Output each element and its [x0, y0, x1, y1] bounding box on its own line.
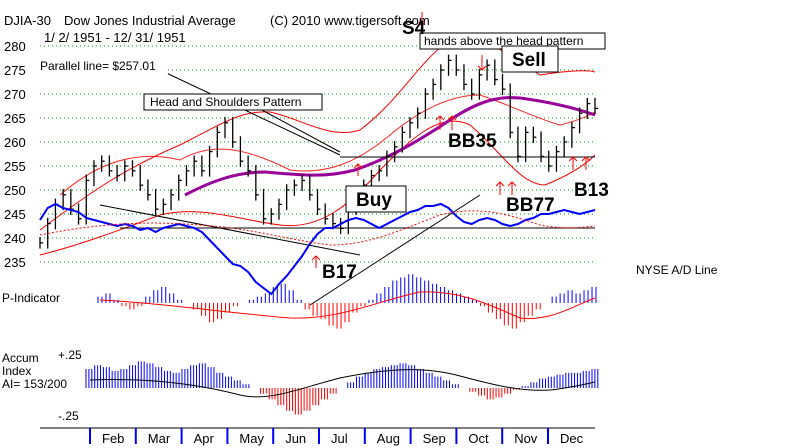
- index-name: Dow Jones Industrial Average: [64, 13, 236, 28]
- sell-label: Sell: [512, 50, 546, 71]
- buy-arrow-b17: [311, 255, 321, 268]
- month-label: Jul: [331, 431, 348, 446]
- month-label: Nov: [514, 431, 538, 446]
- copyright-label: (C) 2010 www.tigersoft.com: [270, 13, 430, 28]
- buy-arrow-bb77-2: [507, 181, 517, 195]
- nyse-ad-label: NYSE A/D Line: [636, 263, 718, 277]
- y-tick-label: 260: [4, 135, 26, 150]
- y-tick-labels: 280 275 270 265 260 255 250 245 240 235: [4, 39, 26, 270]
- sell-arrow-hands: [477, 55, 487, 71]
- month-label: Dec: [560, 431, 584, 446]
- head-shoulders-box: [143, 93, 323, 111]
- bb35-label: BB35: [448, 131, 497, 152]
- parallel-pointer-line: [159, 69, 341, 156]
- y-tick-label: 245: [4, 207, 26, 222]
- month-label: Mar: [148, 431, 171, 446]
- buy-arrow-b13: [568, 156, 578, 170]
- parallel-label-bg: [36, 58, 168, 74]
- b17-label: B17: [322, 262, 357, 283]
- month-axis: Feb Mar Apr May Jun Jul Aug Sep Oct Nov Dec: [89, 428, 584, 446]
- accum-label-2: Index: [2, 364, 31, 378]
- accum-ma: [89, 369, 596, 398]
- y-tick-label: 280: [4, 39, 26, 54]
- month-label: Feb: [102, 431, 124, 446]
- y-tick-label: 275: [4, 63, 26, 78]
- uptrend-line: [309, 194, 481, 306]
- accum-histogram: [85, 361, 599, 415]
- y-tick-label: 270: [4, 87, 26, 102]
- y-tick-label: 240: [4, 231, 26, 246]
- s4-label: S4: [402, 18, 426, 39]
- accum-label-1: Accum: [2, 351, 39, 365]
- signal-arrows: [311, 12, 591, 268]
- ad-line: [39, 202, 596, 296]
- symbol-label: DJIA-30: [4, 13, 51, 28]
- y-tick-label: 265: [4, 111, 26, 126]
- buy-arrow-b13b: [581, 156, 591, 170]
- month-label: Aug: [377, 431, 400, 446]
- bb77-label: BB77: [506, 195, 555, 216]
- mid-band: [59, 94, 596, 196]
- head-shoulders-label: Head and Shoulders Pattern: [150, 95, 301, 109]
- y-tick-label: 250: [4, 183, 26, 198]
- hands-above-label: hands above the head pattern: [424, 34, 583, 48]
- sell-box: [501, 45, 559, 73]
- buy-arrow-2: [447, 115, 457, 130]
- buy-label: Buy: [356, 190, 392, 211]
- price-bars: [39, 54, 598, 249]
- p-indicator-ma: [99, 291, 596, 320]
- downtrend-line: [99, 204, 361, 256]
- b13-label: B13: [574, 180, 609, 201]
- month-label: Oct: [468, 431, 489, 446]
- buy-arrow-1: [435, 115, 445, 130]
- sell-arrow-s4: [418, 12, 426, 27]
- head-shoulders-pointer: [259, 108, 341, 153]
- y-tick-label: 255: [4, 159, 26, 174]
- p-indicator-label: P-Indicator: [2, 291, 60, 305]
- y-tick-label: 235: [4, 255, 26, 270]
- accum-top-label: +.25: [58, 348, 82, 362]
- buy-arrow-bb77-1: [495, 181, 505, 195]
- accum-bottom-label: -.25: [58, 409, 79, 423]
- moving-average-line: [184, 96, 596, 197]
- month-label: Sep: [423, 431, 446, 446]
- buy-arrow-jul: [353, 163, 363, 176]
- price-gridlines: [40, 45, 595, 263]
- ad-moving-average: [39, 210, 596, 246]
- parallel-line-label: Parallel line= $257.01: [40, 59, 156, 73]
- month-label: May: [239, 431, 264, 446]
- accum-label-3: AI= 153/200: [2, 377, 67, 391]
- month-label: Apr: [194, 431, 215, 446]
- month-label: Jun: [285, 431, 306, 446]
- buy-box: [345, 185, 407, 213]
- date-range: 1/ 2/ 1951 - 12/ 31/ 1951: [44, 30, 186, 45]
